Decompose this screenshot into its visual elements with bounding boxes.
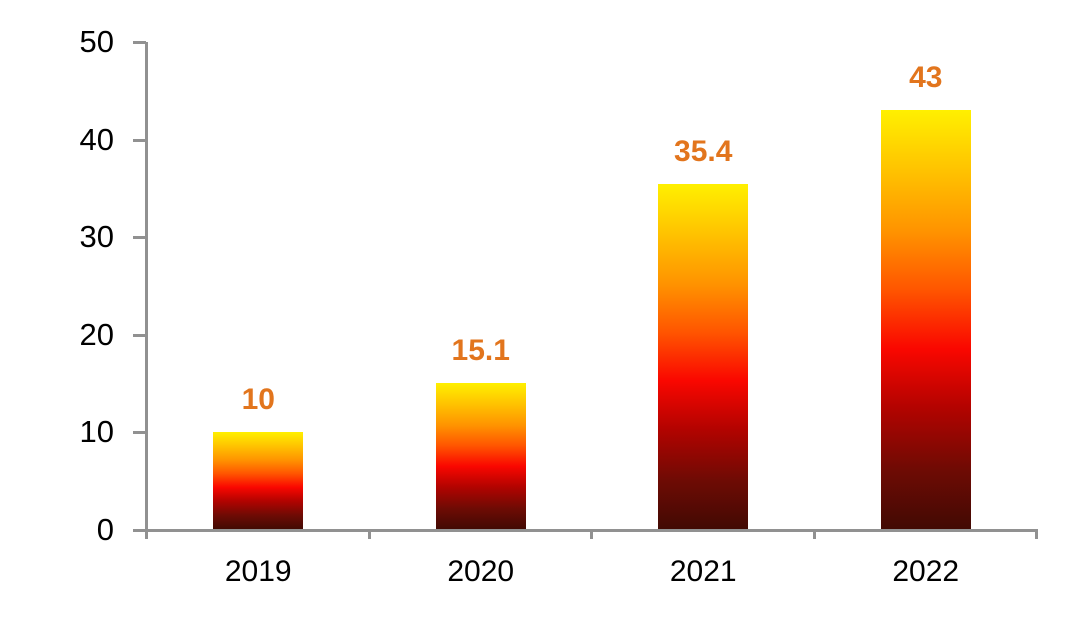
y-axis-tick-label: 20	[79, 316, 114, 352]
y-axis-tick-label: 10	[79, 414, 114, 450]
bar-value-label: 10	[241, 383, 275, 417]
bar-value-label: 43	[909, 61, 943, 95]
x-axis-tick	[145, 530, 148, 539]
bar-value-label: 15.1	[451, 333, 510, 367]
x-axis-category-label: 2022	[892, 555, 960, 588]
y-axis-tick	[133, 333, 146, 337]
y-axis-tick	[133, 138, 146, 142]
y-axis-line	[145, 42, 148, 531]
y-axis-tick-label: 0	[96, 512, 114, 547]
bar-value-label: 35.4	[674, 135, 733, 169]
x-axis-category-label: 2020	[447, 555, 515, 588]
y-axis-tick	[133, 236, 146, 240]
y-axis-tick	[133, 431, 146, 435]
bar-2022	[880, 110, 971, 529]
y-axis-tick-label: 50	[79, 24, 114, 59]
x-axis-tick	[367, 530, 371, 539]
x-axis-tick	[1035, 530, 1038, 539]
bar-2020	[435, 382, 526, 529]
bar-2021	[658, 184, 749, 529]
x-axis-category-label: 2021	[669, 555, 737, 588]
y-axis-tick	[133, 529, 146, 532]
x-axis-tick	[590, 530, 593, 539]
x-axis-tick	[812, 530, 816, 539]
y-axis-tick-label: 40	[79, 121, 114, 157]
y-axis-tick	[133, 41, 146, 44]
x-axis-category-label: 2019	[224, 555, 292, 588]
y-axis-tick-label: 30	[79, 219, 114, 255]
bar-2019	[213, 432, 304, 529]
